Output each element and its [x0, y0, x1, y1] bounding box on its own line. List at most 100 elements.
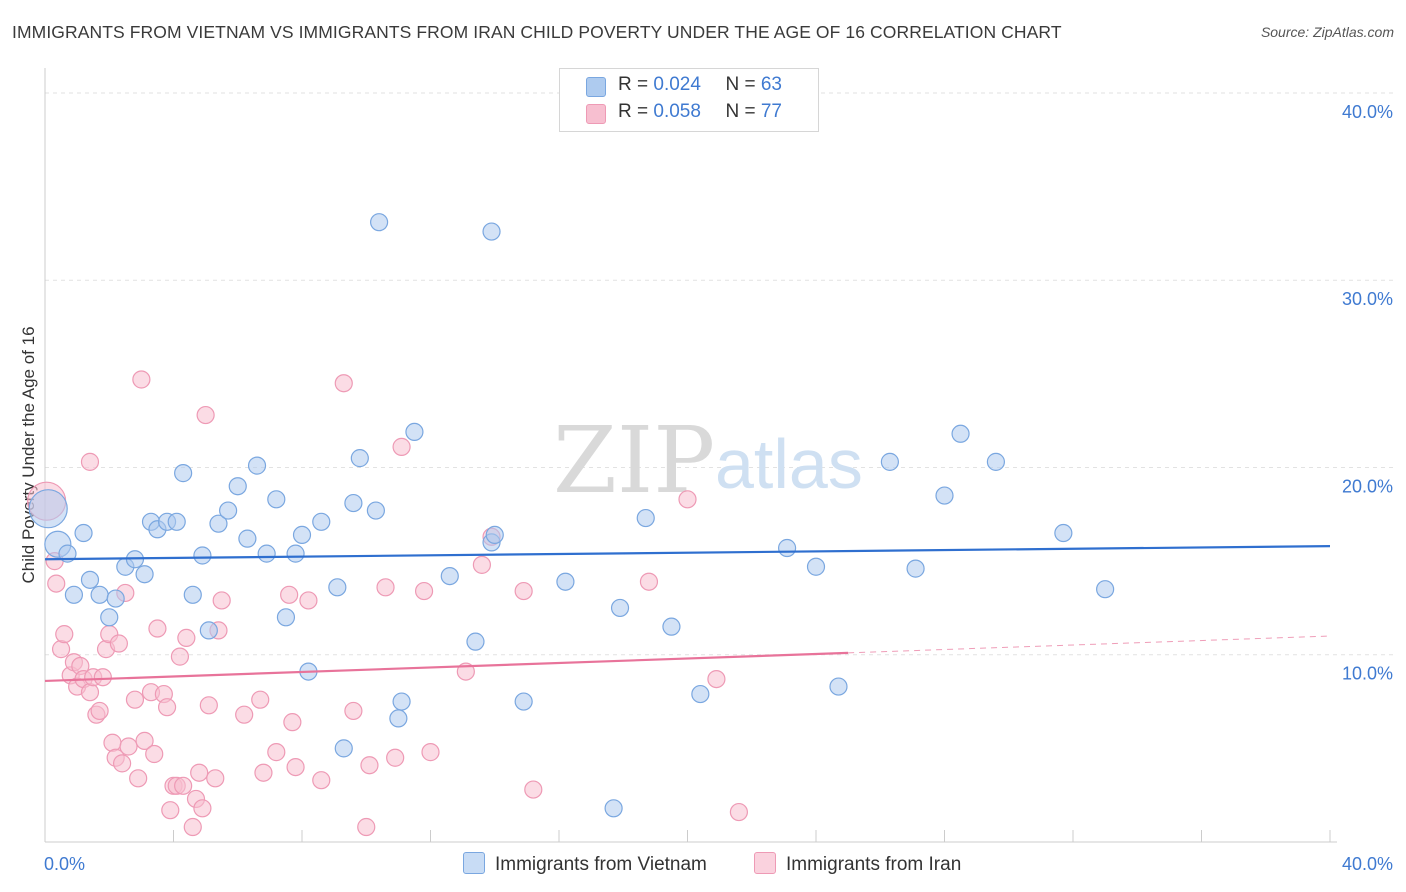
iran-point — [360, 756, 379, 775]
iran-point — [132, 370, 151, 389]
iran-point — [157, 698, 177, 717]
vietnam-point — [199, 621, 218, 640]
iran-point — [286, 757, 305, 777]
iran-point — [421, 743, 440, 762]
vietnam-point — [135, 565, 154, 584]
vietnam-trend-line — [44, 545, 1331, 561]
vietnam-point — [662, 617, 681, 636]
watermark-atlas: atlas — [715, 425, 863, 503]
series-vietnam-points — [28, 213, 1115, 818]
iran-point — [55, 625, 74, 644]
iran-point — [524, 780, 543, 799]
iran-point — [312, 771, 331, 790]
legend-swatch-iran — [586, 104, 606, 124]
iran-point — [80, 452, 100, 471]
legend-r-label: R = — [618, 101, 654, 122]
y-axis-label: Child Poverty Under the Age of 16 — [19, 326, 38, 583]
y-tick-label: 20.0% — [1342, 476, 1393, 496]
iran-point — [414, 581, 434, 601]
iran-point — [177, 628, 196, 647]
vietnam-point — [1096, 580, 1115, 599]
vietnam-point — [880, 452, 899, 471]
vietnam-point — [90, 585, 109, 604]
legend-n-label: N = — [725, 101, 761, 122]
vietnam-point — [334, 739, 353, 758]
chart-title: IMMIGRANTS FROM VIETNAM VS IMMIGRANTS FR… — [12, 22, 1062, 42]
bottom-legend-swatch-vietnam — [463, 852, 485, 874]
vietnam-point — [514, 692, 533, 711]
vietnam-point — [100, 608, 119, 627]
x-tick-label-max: 40.0% — [1342, 854, 1393, 874]
legend-n-value: 63 — [760, 74, 782, 95]
iran-point — [190, 763, 209, 782]
iran-point — [174, 776, 193, 795]
vietnam-point — [74, 523, 93, 543]
vietnam-point — [64, 585, 84, 604]
iran-point — [193, 799, 212, 818]
iran-point — [299, 591, 318, 610]
vietnam-point — [344, 493, 363, 513]
vietnam-point — [193, 546, 212, 565]
iran-point — [707, 669, 726, 689]
vietnam-point — [951, 424, 970, 443]
iran-point — [357, 817, 376, 837]
vietnam-point — [276, 608, 296, 627]
legend-r-value: 0.058 — [653, 101, 701, 122]
legend-r-label: R = — [618, 74, 654, 95]
bottom-legend-label-iran: Immigrants from Iran — [786, 854, 962, 875]
vietnam-point — [440, 566, 459, 586]
iran-point — [125, 690, 145, 709]
vietnam-point — [556, 572, 575, 591]
iran-point — [212, 591, 231, 610]
iran-point — [103, 733, 122, 752]
legend-text-iran: R = 0.058 N = 77 — [618, 101, 782, 123]
legend-n-value: 77 — [760, 101, 782, 122]
iran-point — [386, 748, 405, 767]
iran-point — [334, 374, 353, 393]
bottom-legend-iran: Immigrants from Iran — [754, 852, 961, 876]
vietnam-point — [604, 799, 623, 818]
iran-point — [206, 769, 225, 788]
iran-point — [283, 713, 302, 732]
vietnam-point — [610, 598, 630, 618]
vietnam-point — [777, 538, 797, 558]
vietnam-point — [636, 508, 655, 528]
iran-point — [267, 743, 286, 762]
vietnam-point — [986, 452, 1006, 471]
vietnam-point — [366, 501, 385, 520]
iran-point — [47, 574, 66, 593]
correlation-legend: R = 0.024 N = 63 R = 0.058 N = 77 — [559, 68, 819, 132]
vietnam-point — [267, 490, 286, 509]
vietnam-point — [829, 677, 848, 696]
vietnam-point — [219, 501, 238, 520]
vietnam-point — [389, 709, 408, 728]
vietnam-point — [485, 525, 504, 545]
iran-point — [148, 619, 167, 638]
y-tick-label: 30.0% — [1342, 289, 1393, 309]
iran-point — [254, 763, 273, 782]
legend-n-label: N = — [725, 74, 761, 95]
iran-point — [90, 701, 109, 721]
iran-point — [199, 696, 218, 715]
iran-point — [170, 647, 190, 666]
vietnam-point — [174, 464, 193, 483]
vietnam-point — [405, 422, 424, 442]
y-tick-label: 10.0% — [1342, 664, 1393, 684]
iran-point — [392, 437, 411, 456]
vietnam-point — [228, 477, 247, 496]
vietnam-point — [80, 570, 100, 589]
vietnam-point — [392, 692, 411, 711]
vietnam-point — [312, 512, 331, 531]
legend-r-value: 0.024 — [653, 74, 701, 95]
iran-trend-line — [44, 651, 849, 683]
iran-point — [119, 737, 138, 756]
vietnam-point — [906, 559, 925, 578]
vietnam-point — [247, 456, 267, 475]
x-tick-marks — [173, 830, 1331, 842]
iran-point — [235, 705, 254, 724]
vietnam-point — [1054, 523, 1073, 543]
iran-point — [183, 817, 202, 837]
iran-point — [80, 683, 100, 702]
vietnam-point — [167, 512, 186, 531]
